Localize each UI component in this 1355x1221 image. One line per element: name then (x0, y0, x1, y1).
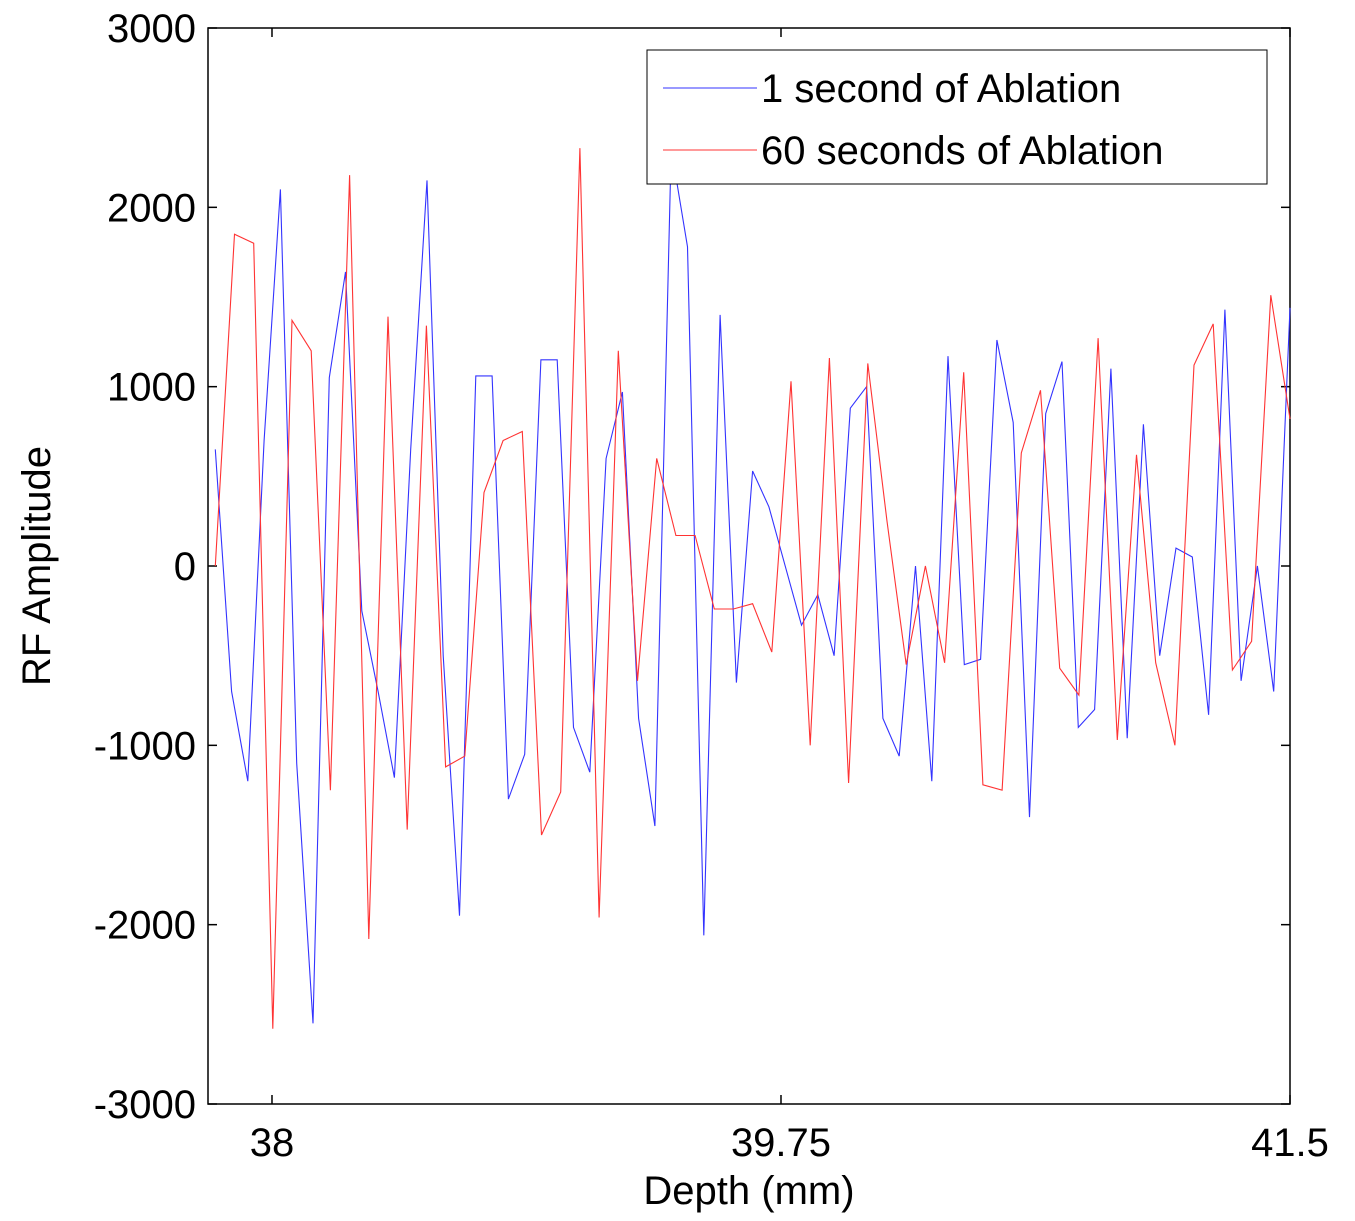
x-tick-label: 38 (250, 1121, 295, 1165)
series-layer (214, 148, 1291, 1029)
legend-entries: 1 second of Ablation 60 seconds of Ablati… (663, 67, 1164, 173)
y-axis-label: RF Amplitude (15, 446, 59, 686)
legend-label-2: 60 seconds of Ablation (761, 129, 1164, 173)
y-tick-label: -3000 (94, 1083, 196, 1127)
series-line-1 (214, 148, 1291, 1024)
plot-frame (207, 27, 1291, 1105)
y-tick-label: -2000 (94, 904, 196, 948)
x-tick-label: 39.75 (731, 1121, 831, 1165)
x-tick-label: 41.5 (1251, 1121, 1329, 1165)
series-line-2 (214, 148, 1291, 1029)
y-tick-label: -1000 (94, 724, 196, 768)
y-tick-label: 3000 (107, 7, 196, 51)
legend-label-1: 1 second of Ablation (761, 67, 1121, 111)
y-tick-label: 0 (174, 545, 196, 589)
tick-labels: -3000 -2000 -1000 0 1000 2000 3000 38 39.75 41.5 (94, 7, 1329, 1165)
plot-area (207, 27, 1291, 1105)
legend-box (646, 49, 1268, 185)
axis-ticks (208, 27, 1291, 1105)
x-axis-label: Depth (mm) (643, 1169, 854, 1213)
legend: 1 second of Ablation 60 seconds of Ablati… (646, 49, 1268, 185)
y-tick-label: 1000 (107, 366, 196, 410)
y-tick-label: 2000 (107, 186, 196, 230)
